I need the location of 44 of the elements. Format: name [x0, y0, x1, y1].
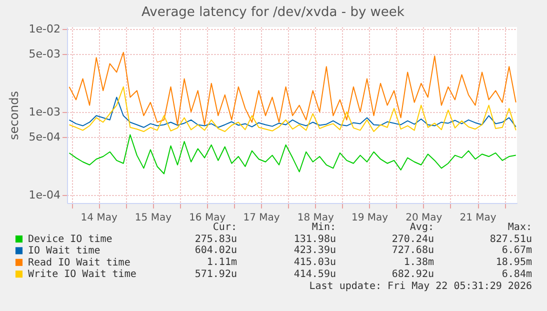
text: 270.24u [390, 234, 434, 246]
x-tick-label: 15 May [134, 212, 172, 224]
y-tick-label: 5e-04 [28, 130, 60, 144]
legend-label: Device IO time [28, 234, 112, 245]
text: Avg: [408, 222, 434, 234]
text: 275.83u [194, 234, 237, 246]
line-series [68, 96, 516, 128]
text: 604.02u [194, 245, 237, 258]
text: 827.51u [488, 234, 532, 246]
text: Min: [310, 222, 336, 234]
text: 415.03u [292, 257, 336, 269]
y-tick-label: 5e-03 [28, 47, 60, 60]
x-tick-label: 16 May [189, 212, 226, 224]
text: 571.92u [194, 268, 237, 280]
chart-title: Average latency for /dev/xvda - by week [142, 4, 405, 20]
legend-label: Read IO Wait time [28, 257, 130, 268]
x-tick-label: 19 May [351, 212, 388, 224]
text: 6.84m [500, 268, 532, 280]
text: 18.95m [494, 257, 532, 269]
text: 682.92u [390, 268, 434, 280]
y-axis-title: seconds [6, 90, 21, 140]
text: 414.59u [292, 268, 336, 280]
text: 1.38m [402, 257, 434, 269]
text: Last update: Fri May 22 05:31:29 2026 [309, 281, 532, 292]
line-series [68, 86, 516, 132]
text: 423.39u [292, 245, 336, 258]
y-tick-label: 1e-02 [28, 22, 60, 36]
text: 6.67m [500, 245, 532, 258]
text: Cur: [212, 222, 237, 234]
x-tick-label: 18 May [297, 212, 334, 224]
text: 1.11m [206, 257, 237, 269]
legend-label: Write IO Wait time [28, 269, 136, 280]
text: 727.68u [390, 245, 434, 258]
y-tick-label: 1e-04 [28, 188, 60, 202]
legend-label: IO Wait time [28, 246, 100, 257]
y-tick-label: 1e-03 [28, 105, 60, 118]
line-series [68, 52, 516, 126]
x-tick-label: 14 May [80, 212, 118, 224]
text: 131.98u [292, 234, 336, 246]
x-tick-label: 17 May [243, 212, 280, 224]
x-tick-label: 21 May [460, 212, 496, 224]
text: Max: [506, 222, 532, 234]
line-series [68, 134, 516, 174]
x-tick-label: 20 May [406, 212, 442, 224]
